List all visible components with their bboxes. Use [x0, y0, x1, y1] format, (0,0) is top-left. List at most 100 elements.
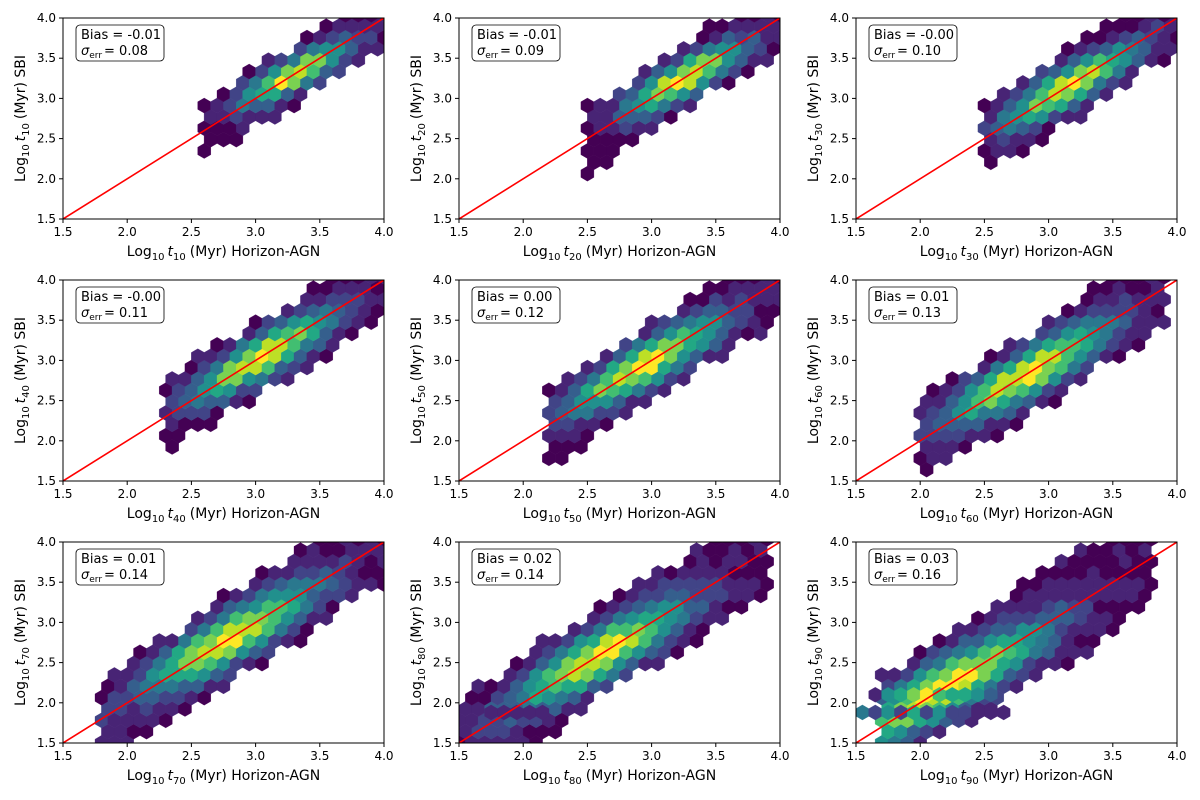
y-tick-label: 3.0: [433, 615, 452, 629]
y-tick-label: 3.0: [37, 615, 56, 629]
x-tick-label: 2.0: [911, 749, 930, 763]
y-tick-label: 1.5: [37, 212, 56, 226]
x-tick-label: 4.0: [770, 225, 789, 239]
stats-box: [868, 24, 958, 62]
hexbin-cell: [338, 18, 353, 23]
hexbin-cell: [364, 18, 378, 23]
y-axis-label: Log10t60(Myr) SBI: [806, 317, 825, 444]
hexbin-cell: [1118, 542, 1133, 547]
y-tick-label: 3.5: [37, 51, 56, 65]
x-tick-label: 4.0: [770, 487, 789, 501]
y-tick-label: 2.5: [37, 656, 56, 670]
x-tick-label: 4.0: [374, 749, 393, 763]
x-tick-label: 3.0: [642, 749, 661, 763]
x-tick-label: 3.0: [246, 749, 265, 763]
x-tick-label: 3.5: [1103, 749, 1122, 763]
x-tick-label: 2.0: [911, 487, 930, 501]
stats-box: [868, 548, 958, 586]
y-tick-label: 2.5: [37, 132, 56, 146]
hexbin-cell: [760, 280, 774, 285]
y-tick-label: 3.0: [433, 91, 452, 105]
y-tick-label: 1.5: [433, 474, 452, 488]
bias-label: Bias = -0.01: [81, 28, 161, 43]
hexbin-cell: [325, 280, 340, 285]
x-tick-label: 4.0: [374, 225, 393, 239]
plot-frame: [855, 279, 1178, 482]
plot-frame: [62, 279, 385, 482]
y-tick-label: 2.0: [830, 172, 849, 186]
y-tick-label: 4.0: [830, 535, 849, 549]
hexbin-layer: [580, 18, 780, 182]
hexbin-cell: [747, 280, 762, 285]
x-tick-label: 3.0: [642, 487, 661, 501]
hexbin-cell: [747, 18, 762, 23]
identity-line: [459, 280, 780, 481]
y-tick-label: 4.0: [433, 11, 452, 25]
hexbin-cell: [338, 542, 353, 547]
y-tick-label: 2.5: [433, 656, 452, 670]
hexbin-cell: [1118, 18, 1133, 23]
hexbin-layer: [913, 280, 1171, 478]
y-tick-label: 3.0: [37, 91, 56, 105]
sigma-label: σerr = 0.14: [477, 568, 544, 585]
x-tick-label: 1.5: [449, 487, 468, 501]
y-tick-label: 3.5: [830, 51, 849, 65]
sigma-label: σerr = 0.16: [874, 568, 941, 585]
y-axis-label: Log10t10(Myr) SBI: [13, 55, 32, 182]
y-tick-label: 3.0: [830, 353, 849, 367]
hexbin-cell: [721, 542, 736, 547]
x-tick-label: 2.5: [975, 225, 994, 239]
plot-frame: [458, 279, 781, 482]
x-tick-label: 2.0: [514, 749, 533, 763]
x-tick-label: 4.0: [1167, 749, 1186, 763]
y-tick-label: 3.0: [433, 353, 452, 367]
x-tick-label: 2.0: [118, 749, 137, 763]
bias-label: Bias = 0.01: [874, 290, 949, 305]
x-axis-label: Log10 t40 (Myr) Horizon-AGN: [127, 506, 320, 525]
x-tick-label: 3.5: [310, 749, 329, 763]
sigma-label: σerr = 0.14: [81, 568, 148, 585]
sigma-label: σerr = 0.10: [874, 44, 941, 61]
x-tick-label: 1.5: [53, 225, 72, 239]
x-tick-label: 1.5: [449, 749, 468, 763]
subplot-t90: 1.5 2.0 2.5 3.0 3.5 4.0 1.5 2.0 2.5 3.0 3.5 4.0 Log1…: [806, 535, 1187, 787]
x-axis-label: Log10 t80 (Myr) Horizon-AGN: [523, 768, 716, 787]
hexbin-cell: [1106, 542, 1120, 547]
subplot-t10: 1.5 2.0 2.5 3.0 3.5 4.0 1.5 2.0 2.5 3.0 3.5 4.0 Log1…: [13, 11, 394, 263]
y-tick-label: 2.0: [37, 172, 56, 186]
plot-frame: [458, 541, 781, 744]
hexbin-cell: [1106, 280, 1120, 285]
plot-frame: [855, 17, 1178, 220]
y-tick-label: 2.5: [433, 132, 452, 146]
x-tick-label: 1.5: [449, 225, 468, 239]
stats-box: [471, 286, 561, 324]
x-tick-label: 2.5: [182, 225, 201, 239]
y-tick-label: 2.0: [37, 434, 56, 448]
y-tick-label: 2.0: [830, 696, 849, 710]
x-tick-label: 1.5: [846, 749, 865, 763]
x-axis-label: Log10 t20 (Myr) Horizon-AGN: [523, 244, 716, 263]
y-tick-label: 3.5: [830, 575, 849, 589]
bias-label: Bias = 0.00: [477, 290, 552, 305]
x-tick-label: 1.5: [53, 487, 72, 501]
y-tick-label: 3.5: [37, 575, 56, 589]
subplot-t40: 1.5 2.0 2.5 3.0 3.5 4.0 1.5 2.0 2.5 3.0 3.5 4.0 Log1…: [13, 273, 394, 525]
y-tick-label: 1.5: [830, 474, 849, 488]
hexbin-cell: [1131, 280, 1146, 285]
x-tick-label: 3.0: [642, 225, 661, 239]
y-axis-label: Log10t30(Myr) SBI: [806, 55, 825, 182]
hexbin-cell: [856, 704, 870, 721]
hexbin-cell: [351, 18, 366, 23]
y-tick-label: 3.0: [830, 91, 849, 105]
x-axis-label: Log10 t90 (Myr) Horizon-AGN: [920, 768, 1113, 787]
y-tick-label: 2.0: [433, 172, 452, 186]
identity-line: [856, 18, 1177, 219]
x-tick-label: 3.5: [706, 225, 725, 239]
y-axis-label: Log10t70(Myr) SBI: [13, 579, 32, 706]
hexbin-layer: [94, 542, 384, 743]
x-tick-label: 3.0: [1039, 225, 1058, 239]
x-tick-label: 3.5: [706, 749, 725, 763]
subplot-t60: 1.5 2.0 2.5 3.0 3.5 4.0 1.5 2.0 2.5 3.0 3.5 4.0 Log1…: [806, 273, 1187, 525]
stats-box: [75, 24, 165, 62]
y-tick-label: 4.0: [37, 11, 56, 25]
